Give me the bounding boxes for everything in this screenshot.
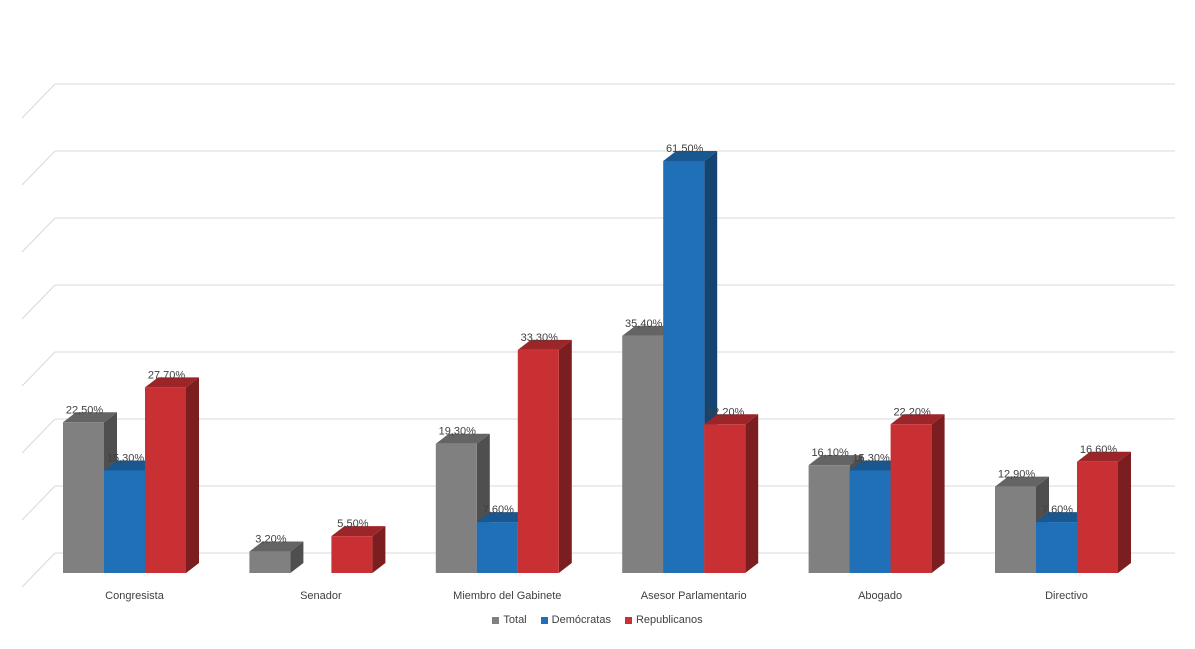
legend-item-total: Total bbox=[492, 614, 527, 626]
bar-top bbox=[849, 460, 904, 471]
gridline-depth bbox=[21, 150, 56, 186]
bar-top bbox=[704, 414, 759, 425]
data-label: 35,40% bbox=[625, 318, 663, 330]
bar-top bbox=[1077, 451, 1131, 462]
category-label: Abogado bbox=[858, 590, 902, 602]
bar-front bbox=[995, 486, 1036, 573]
bar-front bbox=[663, 160, 705, 573]
legend-label-democratas: Demócratas bbox=[551, 614, 611, 626]
bar-top bbox=[435, 433, 490, 444]
bar-republicanos-2 bbox=[517, 339, 572, 573]
bar-republicanos-0 bbox=[145, 377, 199, 573]
bar-top bbox=[663, 150, 718, 161]
data-label: 15,30% bbox=[852, 452, 890, 464]
data-label: 3,20% bbox=[255, 534, 286, 546]
category-label: Senador bbox=[300, 590, 342, 602]
bar-front bbox=[890, 424, 932, 573]
legend: Total Demócratas Republicanos bbox=[0, 614, 1195, 626]
data-label: 22,20% bbox=[893, 406, 931, 418]
bar-front bbox=[808, 465, 850, 573]
data-labels: 22,50% 15,30% 27,70% 3,20% 5,50% 19,30% 7,60% 3… bbox=[66, 143, 1118, 546]
data-label: 22,50% bbox=[66, 404, 104, 416]
gridline-depth bbox=[21, 485, 56, 521]
data-label: 12,90% bbox=[998, 469, 1036, 481]
bar-side bbox=[290, 541, 304, 573]
legend-swatch-total bbox=[492, 616, 500, 624]
bar-total-1 bbox=[249, 541, 304, 573]
data-label: 22,20% bbox=[707, 406, 745, 418]
legend-item-democratas: Demócratas bbox=[540, 614, 611, 626]
bar-republicanos-1 bbox=[331, 526, 386, 573]
data-label: 61,50% bbox=[666, 143, 704, 155]
category-labels: Congresista Senador Miembro del Gabinete As… bbox=[105, 590, 1088, 602]
bar-republicanos-4 bbox=[890, 414, 945, 573]
gridline-depth bbox=[21, 284, 56, 320]
category-label: Congresista bbox=[105, 590, 165, 602]
bar-front bbox=[435, 443, 477, 573]
data-label: 15,30% bbox=[107, 452, 145, 464]
bar-top bbox=[995, 476, 1049, 487]
data-label: 19,30% bbox=[439, 426, 477, 438]
bars bbox=[63, 150, 1131, 573]
data-label: 27,70% bbox=[148, 369, 186, 381]
bar-front bbox=[331, 536, 373, 573]
bar-front bbox=[704, 424, 746, 573]
bar-top bbox=[331, 526, 386, 537]
bar-top bbox=[622, 325, 677, 336]
bar-front bbox=[622, 335, 664, 573]
bar-side bbox=[931, 414, 945, 573]
bar-top bbox=[1036, 512, 1090, 523]
bar-top bbox=[104, 460, 158, 471]
gridline-depth bbox=[21, 217, 56, 253]
legend-swatch-democratas bbox=[540, 616, 548, 624]
legend-label-republicanos: Republicanos bbox=[635, 614, 703, 626]
bar-front bbox=[476, 522, 518, 573]
bar-front bbox=[145, 387, 186, 573]
data-label: 5,50% bbox=[337, 518, 368, 530]
data-label: 33,30% bbox=[521, 332, 559, 344]
bar-top bbox=[145, 377, 199, 388]
bar-side bbox=[186, 377, 199, 573]
data-label: 16,60% bbox=[1080, 444, 1118, 456]
bar-front bbox=[104, 470, 145, 573]
bar-side bbox=[372, 526, 386, 573]
legend-item-republicanos: Republicanos bbox=[624, 614, 703, 626]
bar-front bbox=[249, 551, 291, 573]
bar-top bbox=[808, 455, 863, 466]
gridline-depth bbox=[21, 552, 56, 588]
data-label: 7,60% bbox=[1042, 504, 1073, 516]
bar-side bbox=[745, 414, 759, 573]
gridlines bbox=[21, 83, 1175, 588]
bar-republicanos-3 bbox=[704, 414, 759, 573]
data-label: 7,60% bbox=[483, 504, 514, 516]
bar-total-2 bbox=[435, 433, 490, 573]
category-label: Asesor Parlamentario bbox=[641, 590, 747, 602]
bar-top bbox=[890, 414, 945, 425]
category-label: Directivo bbox=[1045, 590, 1088, 602]
bar-front bbox=[1077, 461, 1118, 573]
bar-front bbox=[63, 422, 104, 573]
bar-side bbox=[558, 339, 572, 573]
bar-top bbox=[63, 412, 117, 423]
gridline-depth bbox=[21, 418, 56, 454]
bar-front bbox=[1036, 522, 1077, 573]
bar-front bbox=[517, 349, 559, 573]
bar-top bbox=[517, 339, 572, 350]
bar-top bbox=[249, 541, 304, 552]
bar-side bbox=[1118, 451, 1131, 573]
bar-republicanos-5 bbox=[1077, 451, 1131, 573]
legend-swatch-republicanos bbox=[624, 616, 632, 624]
data-label: 16,10% bbox=[811, 447, 849, 459]
bar-front bbox=[849, 470, 891, 573]
legend-label-total: Total bbox=[503, 614, 527, 626]
category-label: Miembro del Gabinete bbox=[453, 590, 561, 602]
gridline-depth bbox=[21, 83, 56, 119]
bar-top bbox=[476, 512, 531, 523]
gridline-depth bbox=[21, 351, 56, 387]
